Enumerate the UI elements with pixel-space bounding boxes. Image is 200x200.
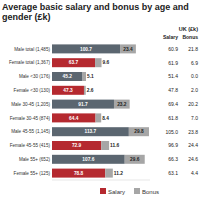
data-label: 29.8: [134, 129, 144, 134]
category-label: Female 30-45 (874): [10, 116, 51, 121]
bar-segment: [129, 127, 149, 136]
category-label: Male <30 (176): [19, 74, 50, 79]
table-cell: 21.8: [188, 46, 198, 52]
bar-segment: [52, 113, 96, 122]
data-label: 78.8: [74, 171, 84, 176]
data-label: 113.7: [85, 129, 97, 134]
category-label: Female <30 (130): [14, 88, 51, 93]
data-label: 8.4: [102, 116, 109, 121]
bar-segment: [52, 100, 114, 109]
table-header: Salary: [163, 34, 178, 40]
data-label: 91.7: [78, 102, 88, 107]
data-label: 2.6: [87, 88, 94, 93]
data-label: 29.6: [130, 157, 140, 162]
table-cell: 4.4: [191, 170, 198, 176]
data-label: 23.4: [123, 47, 133, 52]
chart: Average basic salary and bonus by age an…: [0, 0, 200, 200]
bar-segment: [101, 141, 109, 150]
bar-segment: [84, 86, 86, 95]
table-cell: 60.9: [168, 46, 178, 52]
data-label: 9.6: [103, 60, 110, 65]
table-cell: 66.3: [168, 156, 178, 162]
bar-segment: [52, 86, 84, 95]
bars: [52, 44, 149, 177]
data-label: 11.2: [114, 171, 123, 176]
data-label: 72.9: [72, 143, 82, 148]
table-cell: 61.9: [168, 60, 178, 66]
data-label: 63.7: [69, 60, 79, 65]
category-label: Male 45-55 (1,145): [11, 129, 50, 134]
table-cell: 47.8: [168, 87, 178, 93]
table-cell: 61.8: [168, 115, 178, 121]
legend-label: Salary: [108, 189, 125, 195]
category-label: Female total (1,367): [9, 60, 51, 65]
bar-segment: [120, 44, 136, 53]
bar-segment: [105, 169, 113, 178]
category-label: Male 55+ (652): [19, 157, 50, 162]
bar-segment: [52, 58, 95, 67]
legend-swatch: [134, 188, 140, 194]
table-cell: 24.6: [188, 156, 198, 162]
table-header: Bonus: [182, 34, 198, 40]
bar-segment: [52, 155, 125, 164]
table-cell: 105.0: [165, 129, 178, 135]
table-cell: 6.9: [191, 60, 198, 66]
data-label: 107.6: [82, 157, 94, 162]
data-label: 5.1: [87, 74, 94, 79]
bar-segment: [52, 72, 83, 81]
category-label: Female 45-55 (415): [10, 143, 51, 148]
legend-swatch: [100, 188, 106, 194]
data-label: 45.2: [63, 74, 73, 79]
table-cell: 23.8: [188, 129, 198, 135]
data-label: 100.7: [80, 47, 92, 52]
table-cell: 63.1: [168, 170, 178, 176]
bar-segment: [95, 58, 101, 67]
table-cell: 20.2: [188, 101, 198, 107]
data-label: 11.6: [110, 143, 119, 148]
category-label: Female 55+ (125): [14, 171, 51, 176]
table-cell: 0.0: [191, 73, 198, 79]
title: Average basic salary and bonus by age an…: [2, 2, 189, 22]
bar-segment: [114, 100, 130, 109]
table-cell: 7.0: [191, 115, 198, 121]
bar-segment: [52, 44, 120, 53]
table-cell: 24.4: [188, 142, 198, 148]
axis-line: [52, 180, 150, 181]
category-label: Male total (1,485): [14, 47, 50, 52]
table-title: UK (£k): [179, 26, 198, 32]
table-cell: 69.4: [168, 101, 178, 107]
bar-segment: [52, 141, 101, 150]
table-cell: 2.0: [191, 87, 198, 93]
data-label: 47.3: [63, 88, 73, 93]
bar-segment: [125, 155, 145, 164]
data-label: 64.4: [69, 116, 79, 121]
table-cell: 51.4: [168, 73, 178, 79]
bar-segment: [96, 113, 102, 122]
labels: 100.7 23.4 63.7 9.6 45.2 5.1 47.3 2.6 91.7 23.2 64…: [63, 47, 144, 176]
legend-label: Bonus: [142, 189, 159, 195]
bar-segment: [52, 127, 129, 136]
bar-segment: [52, 169, 105, 178]
data-label: 23.2: [117, 102, 127, 107]
category-label: Male 30-45 (1,205): [11, 102, 50, 107]
table-cell: 96.9: [168, 142, 178, 148]
bar-segment: [83, 72, 86, 81]
